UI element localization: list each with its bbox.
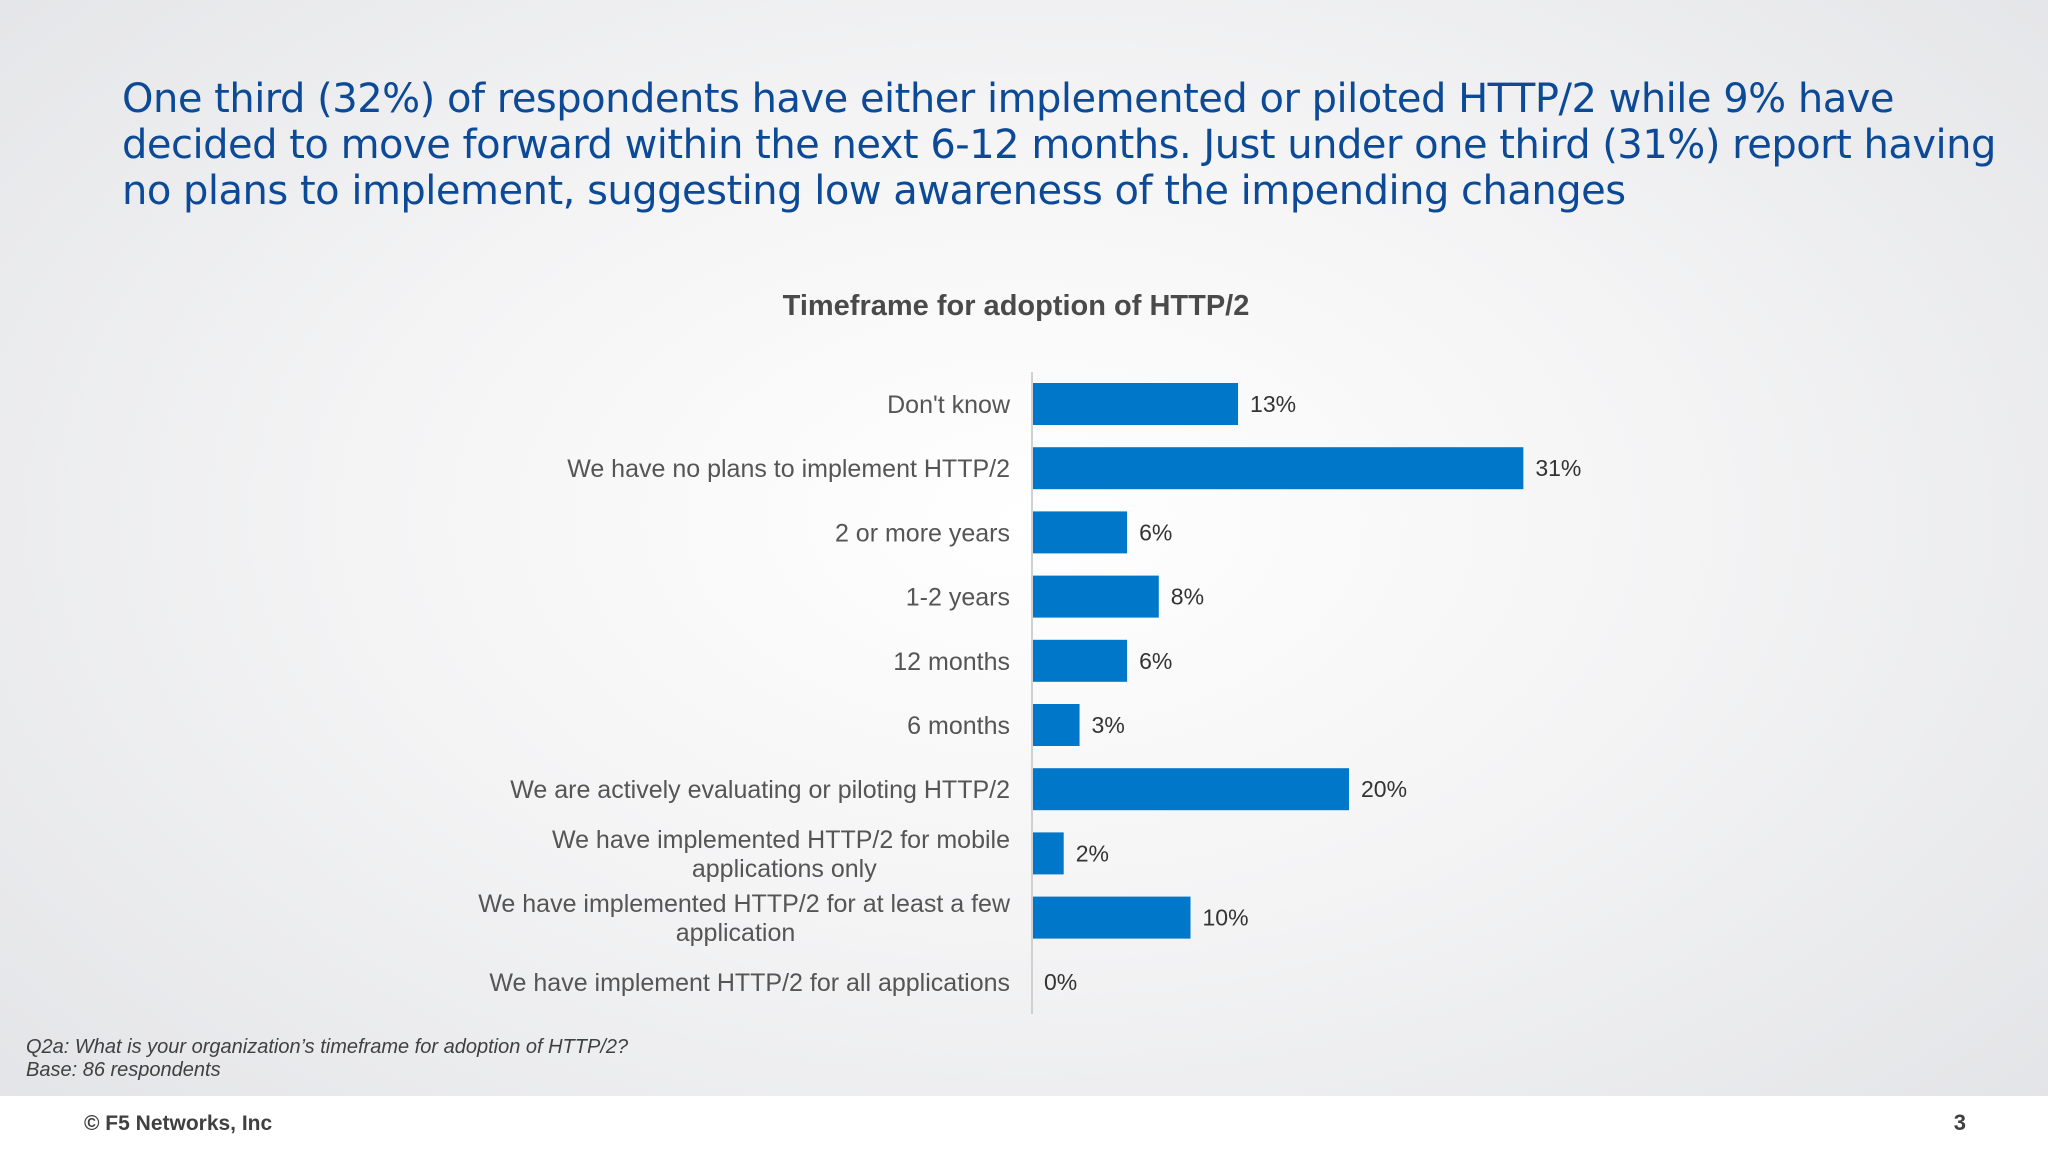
category-label: We have implemented HTTP/2 for mobile app… (552, 826, 1010, 883)
bar-value-label: 6% (1139, 648, 1172, 674)
category-label: 2 or more years (835, 519, 1010, 547)
bar-value-label: 31% (1535, 455, 1581, 481)
bar (1032, 704, 1080, 746)
bar-value-label: 0% (1044, 969, 1077, 995)
bar-value-label: 10% (1203, 905, 1249, 931)
category-label: 12 months (893, 648, 1010, 676)
bar-value-label: 8% (1171, 584, 1204, 610)
category-label: Don't know (887, 391, 1011, 419)
bar-value-label: 3% (1092, 712, 1125, 738)
bar (1032, 639, 1128, 682)
category-label: We are actively evaluating or piloting H… (510, 776, 1010, 804)
bars-group: 13% Don't know 31% We have no plans to impl… (478, 383, 1581, 997)
bar-value-label: 13% (1250, 391, 1296, 417)
bar (1032, 768, 1349, 811)
bar-value-label: 2% (1076, 840, 1109, 866)
copyright-text: © F5 Networks, Inc (84, 1112, 273, 1135)
category-label: 6 months (907, 712, 1010, 740)
bar (1032, 383, 1239, 425)
bar (1032, 575, 1159, 618)
footnote: Q2a: What is your organization’s timefra… (26, 1036, 628, 1082)
chart-title: Timeframe for adoption of HTTP/2 (782, 290, 1250, 322)
bar (1032, 447, 1524, 490)
category-label: We have implement HTTP/2 for all applica… (489, 969, 1010, 997)
bar (1032, 511, 1128, 554)
category-label: We have no plans to implement HTTP/2 (567, 455, 1010, 483)
page-number: 3 (1953, 1110, 1966, 1135)
bar-value-label: 20% (1361, 776, 1407, 802)
bar (1032, 832, 1064, 875)
category-label: We have implemented HTTP/2 for at least … (478, 890, 1011, 947)
headline: One third (32%) of respondents have eith… (122, 76, 1996, 214)
bar (1032, 896, 1191, 939)
footnote-base: Base: 86 respondents (26, 1059, 221, 1081)
footer-bar (0, 1096, 2048, 1152)
bar-value-label: 6% (1139, 519, 1172, 545)
footnote-question: Q2a: What is your organization’s timefra… (26, 1036, 629, 1058)
category-label: 1-2 years (906, 584, 1010, 612)
